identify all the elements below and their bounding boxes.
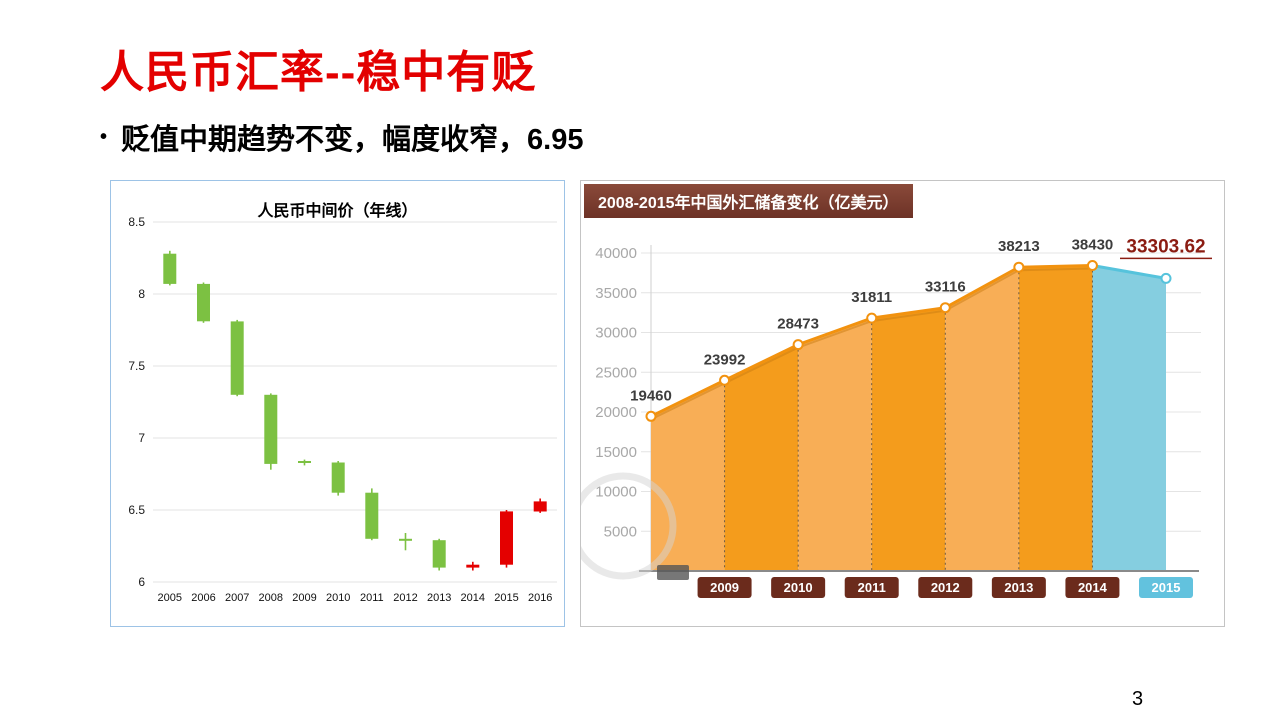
svg-text:2016: 2016 (528, 592, 552, 604)
svg-text:2009: 2009 (292, 592, 316, 604)
svg-text:25000: 25000 (595, 364, 637, 381)
svg-text:2009: 2009 (710, 580, 739, 595)
svg-text:7: 7 (138, 431, 145, 445)
svg-text:8: 8 (138, 287, 145, 301)
svg-text:28473: 28473 (777, 316, 819, 333)
svg-text:2010: 2010 (784, 580, 813, 595)
svg-text:2006: 2006 (191, 592, 215, 604)
svg-text:33116: 33116 (925, 279, 966, 296)
candlestick-chart-panel: 人民币中间价（年线） 8.5 8 7.5 7 6.5 6 2005 2006 2007 2008 2… (110, 180, 565, 627)
bullet-line: • 贬值中期趋势不变，幅度收窄，6.95 (100, 116, 583, 158)
svg-text:15000: 15000 (595, 444, 637, 461)
svg-text:2013: 2013 (427, 592, 451, 604)
svg-text:2013: 2013 (1004, 580, 1033, 595)
svg-text:40000: 40000 (595, 245, 637, 262)
svg-text:8.5: 8.5 (128, 215, 145, 229)
svg-text:2011: 2011 (360, 592, 384, 604)
svg-text:2008: 2008 (259, 592, 283, 604)
svg-text:10000: 10000 (595, 484, 637, 501)
svg-text:2007: 2007 (225, 592, 249, 604)
svg-text:2015: 2015 (494, 592, 518, 604)
svg-text:2014: 2014 (1078, 580, 1108, 595)
area-chart-title: 2008-2015年中国外汇储备变化（亿美元） (584, 184, 913, 218)
svg-text:2012: 2012 (931, 580, 960, 595)
svg-text:38213: 38213 (998, 238, 1040, 255)
slide-title: 人民币汇率--稳中有贬 (100, 48, 537, 97)
watermark-circle (581, 472, 677, 580)
watermark-logo (657, 565, 689, 580)
svg-text:5000: 5000 (604, 523, 637, 540)
svg-text:38430: 38430 (1072, 237, 1114, 254)
svg-text:7.5: 7.5 (128, 359, 145, 373)
bullet-text: 贬值中期趋势不变，幅度收窄，6.95 (121, 124, 584, 156)
svg-text:23992: 23992 (704, 351, 746, 368)
svg-text:33303.62: 33303.62 (1126, 236, 1205, 257)
svg-text:2014: 2014 (461, 592, 485, 604)
svg-text:2015: 2015 (1152, 580, 1181, 595)
candlestick-chart-title: 人民币中间价（年线） (257, 203, 418, 220)
svg-text:19460: 19460 (630, 387, 672, 404)
svg-text:2010: 2010 (326, 592, 350, 604)
svg-text:30000: 30000 (595, 325, 637, 342)
page-number: 3 (1132, 688, 1144, 710)
area-chart-panel: 40000 35000 30000 25000 20000 15000 10000 5000 1… (580, 180, 1225, 627)
svg-text:6: 6 (138, 575, 145, 589)
svg-text:31811: 31811 (851, 289, 892, 306)
svg-text:2012: 2012 (393, 592, 417, 604)
svg-text:2011: 2011 (858, 580, 886, 595)
svg-text:6.5: 6.5 (128, 503, 145, 517)
area-chart-canvas: 40000 35000 30000 25000 20000 15000 10000 5000 1… (581, 236, 1212, 598)
bullet-marker: • (100, 125, 108, 148)
svg-text:20000: 20000 (595, 404, 637, 421)
svg-text:2005: 2005 (158, 592, 182, 604)
svg-text:35000: 35000 (595, 285, 637, 302)
candlestick-chart-canvas: 8.5 8 7.5 7 6.5 6 2005 2006 2007 2008 2009 2010 2011… (128, 215, 557, 604)
